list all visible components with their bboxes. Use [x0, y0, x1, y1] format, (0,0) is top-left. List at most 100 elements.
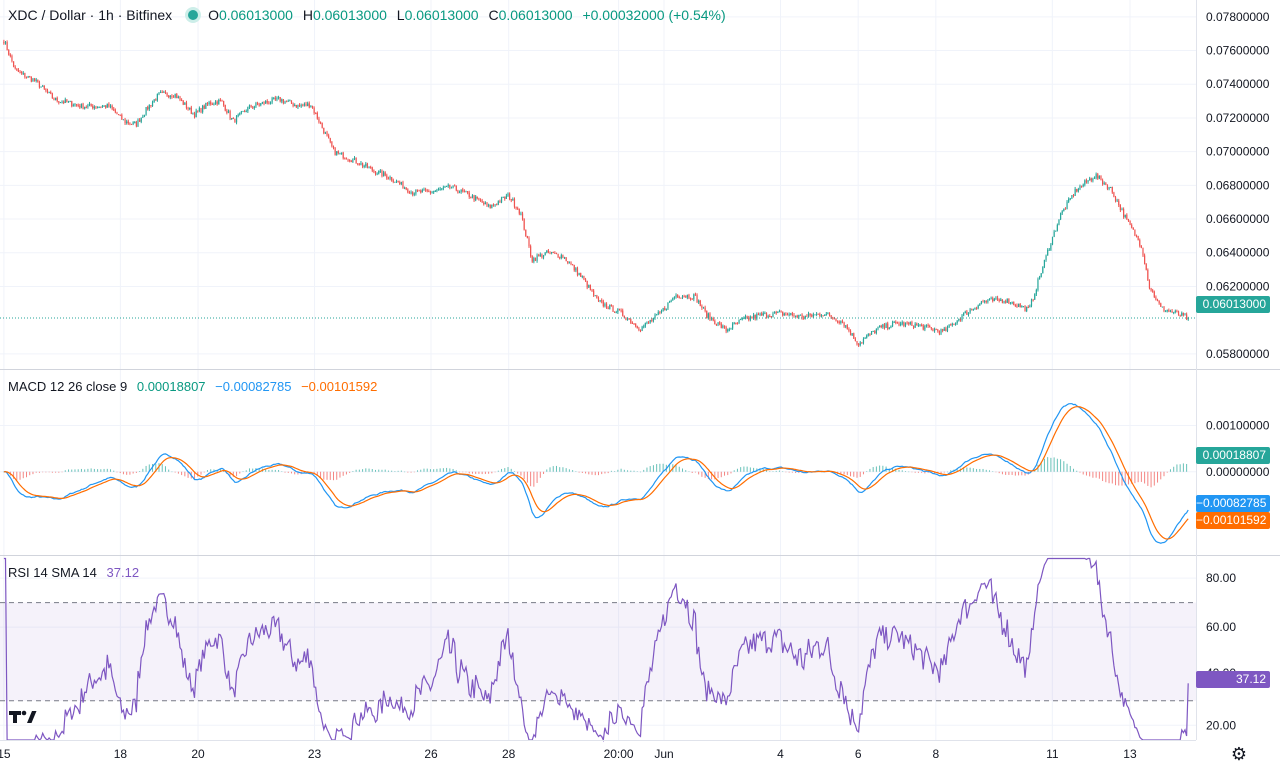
- candle-body: [224, 105, 226, 111]
- candle-body: [596, 295, 598, 299]
- candle-body: [583, 276, 585, 280]
- macd-hist-bar: [966, 467, 968, 472]
- macd-hist-bar: [646, 467, 648, 472]
- macd-hist-bar: [439, 468, 441, 472]
- macd-hist-bar: [1111, 471, 1113, 484]
- macd-hist-bar: [203, 471, 205, 473]
- price-tick-label: 0.07000000: [1206, 145, 1270, 159]
- candle-body: [105, 105, 107, 108]
- candle-body: [132, 122, 134, 125]
- candle-body: [667, 302, 669, 309]
- macd-hist-bar: [1124, 471, 1126, 486]
- macd-hist-bar: [278, 469, 280, 472]
- macd-hist-bar: [927, 471, 929, 473]
- rsi-value: 37.12: [106, 565, 140, 580]
- candle-body: [764, 312, 766, 314]
- macd-hist-bar: [135, 471, 137, 473]
- macd-hist-bar: [552, 466, 554, 472]
- candle-body: [253, 106, 255, 109]
- candle-body: [916, 323, 918, 326]
- candle-body: [996, 297, 999, 300]
- candle-body: [1179, 314, 1181, 316]
- settings-gear-icon[interactable]: ⚙: [1230, 744, 1248, 764]
- candle-body: [1132, 227, 1134, 230]
- candle-body: [358, 164, 360, 166]
- candle-body: [9, 54, 11, 56]
- candle-body: [403, 187, 406, 189]
- candle-body: [17, 69, 20, 73]
- candle-body: [903, 322, 905, 326]
- candle-body: [940, 329, 942, 334]
- candle-body: [901, 322, 903, 324]
- symbol-title[interactable]: XDC / Dollar · 1h · Bitfinex: [8, 7, 173, 23]
- candle-body: [426, 190, 428, 192]
- candle-body: [785, 313, 787, 315]
- rsi-tag: 37.12: [1196, 671, 1270, 688]
- macd-hist-bar: [1102, 471, 1104, 482]
- candle-body: [659, 312, 661, 314]
- candle-body: [748, 317, 750, 320]
- candle-body: [160, 92, 162, 94]
- macd-hist-bar: [963, 467, 965, 472]
- candle-body: [662, 308, 664, 312]
- candle-body: [909, 322, 911, 325]
- macd-hist-bar: [565, 468, 567, 472]
- macd-hist-bar: [1150, 471, 1152, 488]
- candle-body: [539, 254, 541, 257]
- candle-body: [1129, 220, 1131, 225]
- macd-hist-bar: [400, 470, 402, 472]
- candle-body: [967, 312, 970, 315]
- macd-hist-bar: [597, 471, 599, 476]
- candle-body: [1090, 178, 1092, 181]
- candle-body: [473, 195, 475, 201]
- macd-hist-bar: [381, 469, 383, 472]
- candle-body: [415, 189, 417, 194]
- candle-body: [509, 193, 511, 200]
- candle-body: [665, 308, 667, 310]
- rsi-tick-label: 60.00: [1206, 620, 1236, 634]
- macd-hist-bar: [539, 471, 541, 478]
- candle-body: [689, 298, 692, 300]
- candle-body: [762, 313, 764, 316]
- candle-body: [811, 315, 813, 317]
- macd-hist-bar: [643, 469, 645, 472]
- rsi-title[interactable]: RSI 14 SMA 14: [8, 565, 97, 580]
- tradingview-logo[interactable]: [8, 706, 38, 730]
- macd-hist-bar: [1069, 465, 1071, 472]
- close-label: C: [488, 7, 499, 23]
- candle-body: [282, 99, 285, 103]
- macd-hist-bar: [1173, 466, 1175, 472]
- candle-body: [45, 88, 47, 91]
- candle-body: [791, 313, 793, 316]
- candle-body: [12, 61, 15, 67]
- macd-hist-bar: [759, 468, 761, 472]
- macd-hist-bar: [132, 471, 134, 474]
- macd-hist-bar: [68, 469, 70, 472]
- candle-body: [841, 321, 844, 323]
- candle-body: [402, 182, 404, 189]
- candle-body: [953, 323, 955, 325]
- candle-body: [688, 295, 690, 299]
- macd-title[interactable]: MACD 12 26 close 9: [8, 379, 128, 394]
- candle-body: [340, 152, 343, 154]
- candle-body: [260, 103, 262, 106]
- macd-hist-bar: [850, 471, 852, 477]
- candle-body: [37, 79, 39, 82]
- x-tick-label: 13: [1123, 747, 1137, 761]
- candle-body: [488, 204, 490, 206]
- candle-body: [746, 316, 748, 318]
- candle-body: [1076, 188, 1078, 192]
- candle-body: [672, 298, 674, 301]
- macd-hist-bar: [194, 471, 196, 480]
- candle-body: [74, 104, 76, 106]
- macd-hist-bar: [1105, 471, 1107, 483]
- macd-hist-bar: [213, 469, 215, 472]
- candle-body: [392, 180, 394, 182]
- candle-body: [353, 158, 356, 160]
- macd-hist-bar: [649, 466, 651, 472]
- candle-body: [1040, 273, 1042, 278]
- candle-body: [80, 103, 83, 108]
- candle-body: [478, 198, 480, 201]
- candle-body: [835, 318, 837, 322]
